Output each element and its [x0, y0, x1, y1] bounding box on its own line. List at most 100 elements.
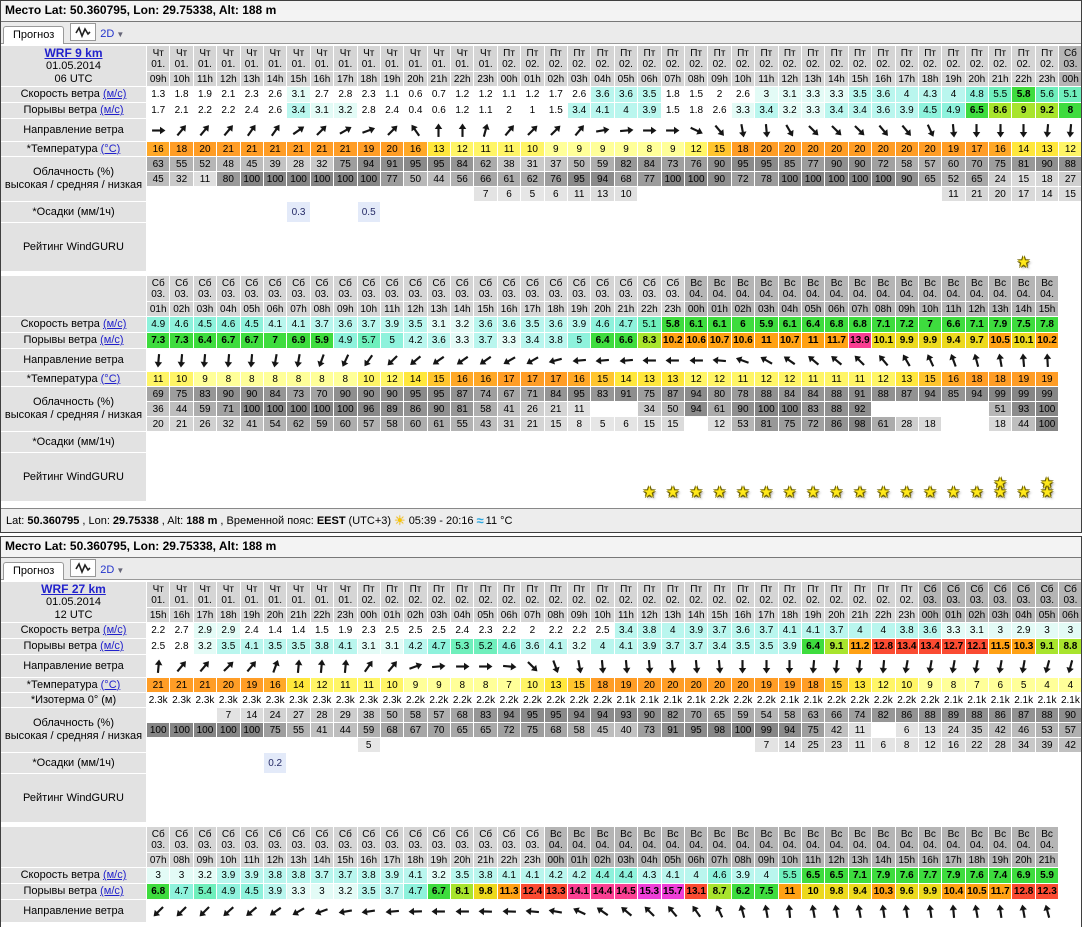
- view-2d-dropdown[interactable]: 2D ▼: [100, 564, 124, 576]
- cloud-high-cell: 90: [334, 387, 357, 401]
- wind-gust-cell: 5: [568, 333, 591, 348]
- waveform-graph-icon[interactable]: [70, 559, 97, 577]
- tab-forecast[interactable]: Прогноз: [3, 26, 65, 44]
- day-header-cell: Вс 04.: [965, 827, 989, 852]
- wind-speed-cell: 7.4: [989, 868, 1012, 883]
- wind-gust-cell: 12.8: [872, 639, 895, 654]
- cloud-mid-cell: 65: [918, 172, 942, 186]
- hour-header-cell: 22h: [497, 853, 521, 867]
- isotherm-cell: 2.3k: [218, 694, 238, 706]
- gusts-unit-link[interactable]: (м/с): [100, 334, 124, 346]
- sunrise-sunset-icon: ☀: [394, 512, 406, 528]
- wind-direction-arrow: [310, 655, 334, 677]
- wind-speed-cell: 3.8: [895, 623, 918, 638]
- day-header-cell: Сб 03.: [1012, 582, 1035, 607]
- wind-speed-cell: 4.1: [801, 623, 825, 638]
- day-header-cell: Пт 02.: [614, 582, 638, 607]
- cloud-high-cell: 91: [848, 387, 872, 401]
- cloud-low-cell: 57: [357, 417, 380, 431]
- wind-gust-cell: 6.4: [193, 333, 217, 348]
- wind-gust-cell: 3.4: [287, 103, 310, 118]
- speed-unit-link[interactable]: (м/с): [102, 869, 127, 881]
- wind-gust-cell: 4: [591, 639, 614, 654]
- waveform-graph-icon[interactable]: [70, 23, 97, 41]
- hour-header-cell: 16h: [731, 608, 755, 622]
- cloud-high-cell: 27: [287, 708, 310, 722]
- cloud-mid-cell: 53: [1035, 723, 1059, 737]
- cloud-mid-cell: 62: [521, 172, 544, 186]
- speed-unit-link[interactable]: (м/с): [102, 88, 127, 100]
- cloud-high-cell: 75: [334, 157, 357, 171]
- cloud-mid-cell: 45: [591, 723, 614, 737]
- hour-header-cell: 14h: [684, 608, 708, 622]
- wind-direction-arrow: [217, 349, 240, 371]
- cloud-mid-cell: 32: [170, 172, 193, 186]
- wind-speed-cell: 4.5: [193, 317, 217, 332]
- wind-speed-cell: 2.2: [151, 625, 166, 636]
- wind-direction-arrow: [357, 655, 380, 677]
- wind-speed-cell: 4.4: [591, 868, 614, 883]
- cloud-low-cell: 21: [170, 417, 193, 431]
- day-header-cell: Вс 04.: [1035, 276, 1059, 301]
- cloud-low-cell: 18: [989, 417, 1012, 431]
- wind-direction-arrow: [521, 349, 544, 371]
- wind-direction-arrow: [497, 900, 521, 922]
- wind-direction-arrow: [451, 900, 474, 922]
- gusts-unit-link[interactable]: (м/с): [100, 640, 124, 652]
- wind-speed-cell: 2.7: [314, 89, 329, 100]
- star-icon: ★: [759, 484, 774, 501]
- temperature-cell: 16: [263, 678, 287, 692]
- hour-header-cell: 13h: [427, 302, 451, 316]
- cloud-high-cell: 94: [357, 157, 380, 171]
- cloud-low-cell: [498, 738, 520, 752]
- cloud-high-cell: 83: [193, 387, 217, 401]
- wind-gust-cell: 3.9: [638, 103, 661, 118]
- speed-unit-link[interactable]: (м/с): [102, 318, 127, 330]
- day-header-cell: Сб 03.: [474, 276, 497, 301]
- gusts-unit-link[interactable]: (м/с): [100, 104, 124, 116]
- wind-speed-cell: 7: [918, 317, 942, 332]
- hour-header-cell: 09h: [193, 853, 217, 867]
- day-header-cell: Чт 01.: [334, 582, 357, 607]
- rating-cell: [287, 774, 309, 822]
- precipitation-cell: [428, 202, 450, 222]
- precipitation-cell: [872, 432, 894, 452]
- speed-unit-link[interactable]: (м/с): [102, 624, 127, 636]
- model-link[interactable]: WRF 27 km: [41, 581, 106, 596]
- rating-cell: [872, 774, 894, 822]
- isotherm-cell: 2.2k: [452, 694, 472, 706]
- tab-forecast[interactable]: Прогноз: [3, 562, 65, 580]
- day-header-cell: Пт 02.: [778, 582, 801, 607]
- cloud-low-cell: 61: [872, 417, 895, 431]
- rating-cell: [615, 223, 637, 271]
- temp-unit-link[interactable]: (°C): [100, 142, 121, 155]
- hour-header-cell: 15h: [1035, 302, 1059, 316]
- precipitation-cell: [615, 432, 637, 452]
- temperature-cell: 12: [755, 372, 778, 386]
- view-2d-dropdown[interactable]: 2D ▼: [100, 28, 124, 40]
- hour-header-cell: 11h: [240, 853, 263, 867]
- cloud-low-cell: 39: [1035, 738, 1059, 752]
- day-header-cell: Вс 04.: [1012, 276, 1035, 301]
- day-header-cell: Пт 02.: [801, 582, 825, 607]
- wind-gust-cell: 2.5: [151, 641, 166, 652]
- rating-cell: [732, 223, 754, 271]
- precipitation-cell: [755, 753, 777, 773]
- hour-header-cell: 21h: [989, 72, 1012, 86]
- wind-direction-arrow: [872, 900, 895, 922]
- wind-gust-cell: 8: [1059, 103, 1081, 118]
- model-link[interactable]: WRF 9 km: [44, 45, 103, 60]
- cloud-mid-cell: 72: [731, 172, 755, 186]
- day-header-cell: Вс 04.: [544, 827, 568, 852]
- wind-direction-arrow: [544, 655, 568, 677]
- rating-cell: [474, 223, 496, 271]
- temp-unit-link[interactable]: (°C): [100, 372, 121, 385]
- day-header-cell: Пт 02.: [1012, 46, 1035, 71]
- cloud-low-cell: [662, 187, 684, 201]
- temperature-cell: 16: [147, 142, 170, 156]
- cloud-low-cell: [685, 187, 707, 201]
- temp-unit-link[interactable]: (°C): [100, 678, 121, 691]
- gusts-unit-link[interactable]: (м/с): [100, 885, 124, 897]
- wind-speed-cell: 6.4: [801, 317, 825, 332]
- hour-header-cell: 21h: [287, 608, 310, 622]
